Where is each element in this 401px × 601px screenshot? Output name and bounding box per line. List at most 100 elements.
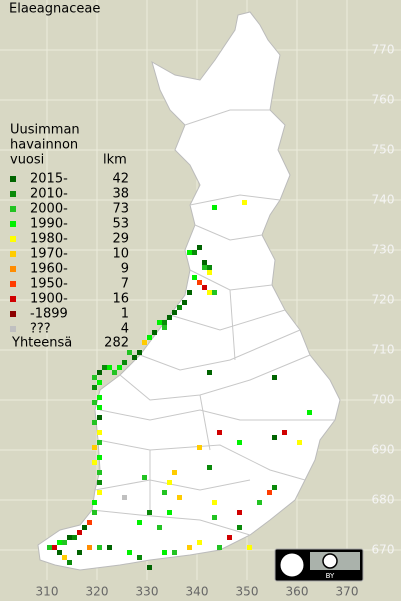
legend-swatch [10,266,16,272]
title: Elaeagnaceae [9,2,100,17]
legend-count: 29 [112,232,129,247]
occurrence-square [272,375,277,380]
legend-count: 38 [112,187,129,202]
occurrence-square [202,265,207,270]
occurrence-square [267,490,272,495]
occurrence-square [92,500,97,505]
legend-label: 1990- [30,217,68,232]
occurrence-square [92,375,97,380]
legend-swatch [10,251,16,257]
y-tick-label: 700 [372,393,395,407]
occurrence-square [127,550,132,555]
occurrence-square [237,440,242,445]
legend-total-label: Yhteensä [11,336,72,351]
occurrence-square [97,470,102,475]
occurrence-square [92,445,97,450]
occurrence-square [97,380,102,385]
occurrence-square [162,320,167,325]
occurrence-square [197,540,202,545]
legend-count: 53 [112,217,129,232]
occurrence-square [97,395,102,400]
x-tick-label: 320 [86,585,109,599]
y-tick-label: 740 [372,193,395,207]
occurrence-square [272,435,277,440]
occurrence-square [92,420,97,425]
legend-count: 4 [121,322,129,337]
legend-count: 42 [112,172,129,187]
y-tick-label: 690 [372,443,395,457]
occurrence-square [172,550,177,555]
occurrence-square [207,465,212,470]
occurrence-square [242,200,247,205]
x-tick-label: 330 [136,585,159,599]
occurrence-square [97,430,102,435]
y-tick-label: 670 [372,543,395,557]
legend-label: 1970- [30,247,68,262]
occurrence-square [197,245,202,250]
occurrence-square [162,325,167,330]
occurrence-square [162,490,167,495]
occurrence-square [212,515,217,520]
squares [47,200,312,570]
occurrence-square [212,290,217,295]
legend-total: 282 [104,336,129,351]
occurrence-square [112,370,117,375]
occurrence-square [97,455,102,460]
legend-count: 1 [121,307,129,322]
legend-label: 2000- [30,202,68,217]
legend-label: 2015- [30,172,68,187]
occurrence-square [72,535,77,540]
occurrence-square [127,350,132,355]
occurrence-square [207,370,212,375]
y-tick-label: 720 [372,293,395,307]
occurrence-square [87,545,92,550]
legend-count: 10 [112,247,129,262]
occurrence-square [157,525,162,530]
occurrence-square [152,330,157,335]
occurrence-square [207,270,212,275]
y-tick-label: 760 [372,93,395,107]
occurrence-square [307,410,312,415]
occurrence-square [247,545,252,550]
y-tick-label: 730 [372,243,395,257]
occurrence-square [117,365,122,370]
occurrence-square [67,535,72,540]
legend-count: 73 [112,202,129,217]
occurrence-square [177,305,182,310]
legend-swatch [10,191,16,197]
occurrence-square [147,335,152,340]
occurrence-square [167,480,172,485]
occurrence-square [237,525,242,530]
occurrence-square [157,320,162,325]
legend-count: 9 [121,262,129,277]
legend-label: -1899 [30,307,68,322]
occurrence-square [217,545,222,550]
legend-label: 1900- [30,292,68,307]
occurrence-square [107,365,112,370]
legend-swatch [10,221,16,227]
occurrence-square [217,430,222,435]
legend-swatch [10,296,16,302]
occurrence-square [227,535,232,540]
x-tick-label: 310 [36,585,59,599]
occurrence-square [92,385,97,390]
legend-swatch [10,326,16,332]
license-badge: BY [274,548,364,582]
legend-title: Uusimman [10,123,80,138]
occurrence-square [167,315,172,320]
legend-label: 2010- [30,187,68,202]
occurrence-square [107,545,112,550]
occurrence-square [202,285,207,290]
occurrence-square [92,510,97,515]
occurrence-square [132,355,137,360]
legend-label: 1980- [30,232,68,247]
occurrence-square [172,310,177,315]
occurrence-square [97,405,102,410]
legend-swatch [10,311,16,317]
occurrence-square [197,280,202,285]
occurrence-square [207,265,212,270]
occurrence-square [77,530,82,535]
badge-label: BY [326,572,335,580]
by-icon [322,553,338,569]
